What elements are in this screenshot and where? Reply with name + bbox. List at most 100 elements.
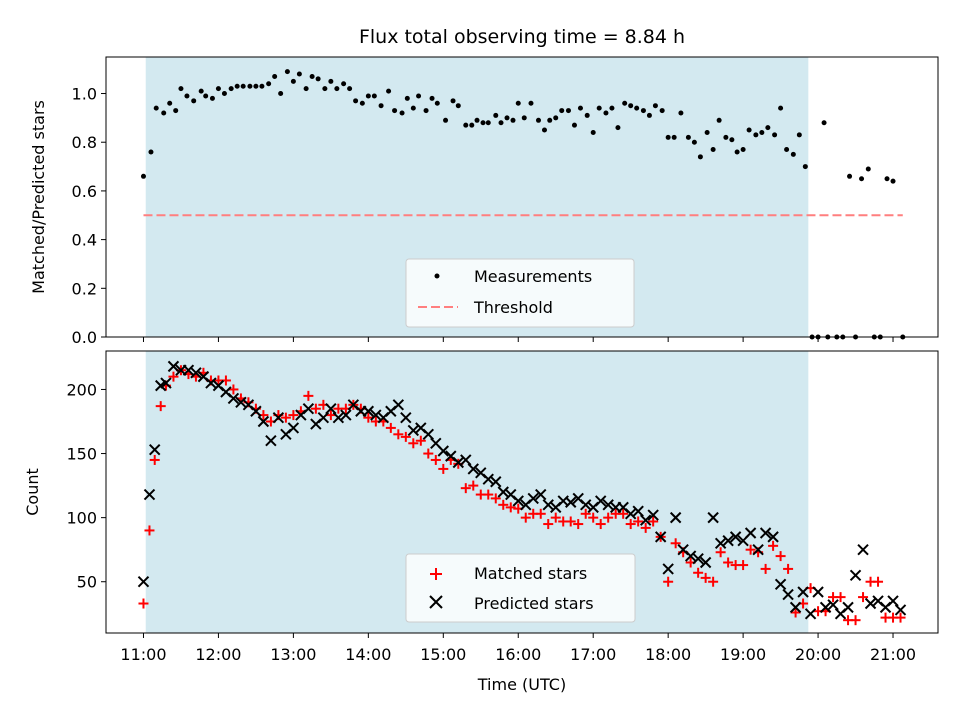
matched-star-point [835, 592, 846, 603]
matched-star-point [850, 615, 861, 626]
matched-star-point [580, 508, 591, 519]
bottom-plot-frame [105, 350, 939, 634]
predicted-star-point [250, 405, 262, 417]
predicted-star-point [692, 552, 704, 565]
predicted-star-point [602, 499, 614, 511]
measurement-point [353, 98, 359, 104]
measurement-point [535, 117, 541, 123]
matched-star-point [790, 607, 801, 618]
measurement-point [646, 112, 652, 118]
top-y-tick-label: 0.0 [72, 328, 97, 347]
predicted-star-point [812, 586, 824, 598]
matched-star-point [618, 508, 629, 519]
measurement-point [334, 86, 340, 92]
measurement-point [153, 105, 159, 111]
matched-star-point [858, 592, 869, 603]
predicted-star-point [407, 424, 420, 437]
predicted-star-point [512, 495, 524, 507]
measurement-point [399, 110, 405, 116]
measurement-point [322, 86, 328, 92]
measurement-point [203, 93, 209, 99]
matched-star-point [468, 480, 479, 491]
matched-star-point [280, 412, 291, 423]
matched-star-point [588, 512, 599, 523]
x-tick-label: 16:00 [495, 645, 541, 664]
measurement-point [429, 95, 435, 101]
matched-star-point [738, 560, 749, 571]
predicted-star-point [332, 411, 345, 424]
predicted-star-point [804, 608, 817, 620]
measurement-point [634, 105, 640, 111]
legend-matched-label: Matched stars [474, 564, 587, 583]
predicted-star-point [137, 576, 150, 588]
predicted-star-point [460, 454, 472, 466]
matched-star-point [625, 519, 636, 530]
predicted-star-point [497, 486, 509, 498]
matched-star-point [138, 598, 149, 609]
matched-star-point [550, 512, 561, 523]
measurement-point [778, 105, 784, 111]
x-tick-label: 17:00 [570, 645, 616, 664]
measurement-point [504, 115, 510, 121]
predicted-star-point [317, 411, 330, 424]
measurement-point [228, 86, 234, 92]
predicted-star-point [235, 396, 247, 408]
measurement-point [240, 83, 246, 89]
predicted-star-point [182, 364, 195, 376]
measurement-point [753, 132, 759, 138]
measurement-point [290, 78, 296, 84]
measurement-point [253, 83, 259, 89]
measurement-point [371, 93, 377, 99]
measurement-point [640, 108, 646, 114]
predicted-star-point [325, 402, 337, 415]
predicted-star-point [340, 409, 352, 421]
predicted-star-point [287, 422, 300, 434]
matched-star-point [460, 483, 471, 494]
matched-star-point [438, 463, 449, 474]
measurement-point [463, 122, 469, 128]
measurement-point [434, 100, 440, 106]
bottom-y-tick-label: 50 [77, 573, 97, 592]
matched-star-point [543, 519, 554, 530]
measurement-point [221, 91, 227, 97]
measurement-point [378, 103, 384, 109]
matched-star-point [149, 454, 160, 465]
predicted-star-point [729, 531, 742, 543]
predicted-stars-points [137, 360, 907, 620]
bottom-plot: 50 100 150 200 11:00 12:00 13:00 14:00 15:00 16:… [23, 350, 939, 694]
measurement-point [790, 151, 796, 157]
predicted-star-point [669, 511, 682, 524]
predicted-star-point [639, 514, 652, 526]
measurement-point [198, 88, 204, 94]
measurement-point [480, 120, 486, 126]
predicted-star-point [759, 527, 772, 539]
x-tick-label: 19:00 [720, 645, 766, 664]
bottom-y-ticks: 50 100 150 200 [66, 380, 106, 592]
predicted-star-point [542, 499, 554, 511]
measurement-point [498, 120, 504, 126]
predicted-star-point [632, 505, 644, 517]
measurement-point [577, 105, 583, 111]
predicted-star-point [662, 563, 674, 575]
bottom-x-ticks: 11:00 12:00 13:00 14:00 15:00 16:00 17:00 18:00… [120, 633, 916, 664]
measurement-point [455, 103, 461, 109]
measurement-point [173, 108, 179, 114]
predicted-star-point [647, 509, 659, 521]
measurement-point [859, 176, 865, 182]
matched-star-point [430, 454, 441, 465]
matched-star-point [498, 499, 509, 510]
predicted-star-point [624, 508, 637, 520]
matched-star-point [363, 412, 374, 423]
measurement-point [184, 93, 190, 99]
predicted-star-point [160, 377, 172, 389]
predicted-star-point [887, 595, 899, 607]
measurement-point [765, 125, 771, 131]
bottom-y-tick-label: 100 [66, 509, 97, 528]
predicted-star-point [744, 527, 757, 539]
predicted-star-point [190, 367, 202, 379]
matched-star-point [670, 538, 681, 549]
matched-star-point [775, 551, 786, 562]
predicted-star-point [149, 443, 161, 456]
measurement-point [628, 103, 634, 109]
measurement-point [796, 132, 802, 138]
